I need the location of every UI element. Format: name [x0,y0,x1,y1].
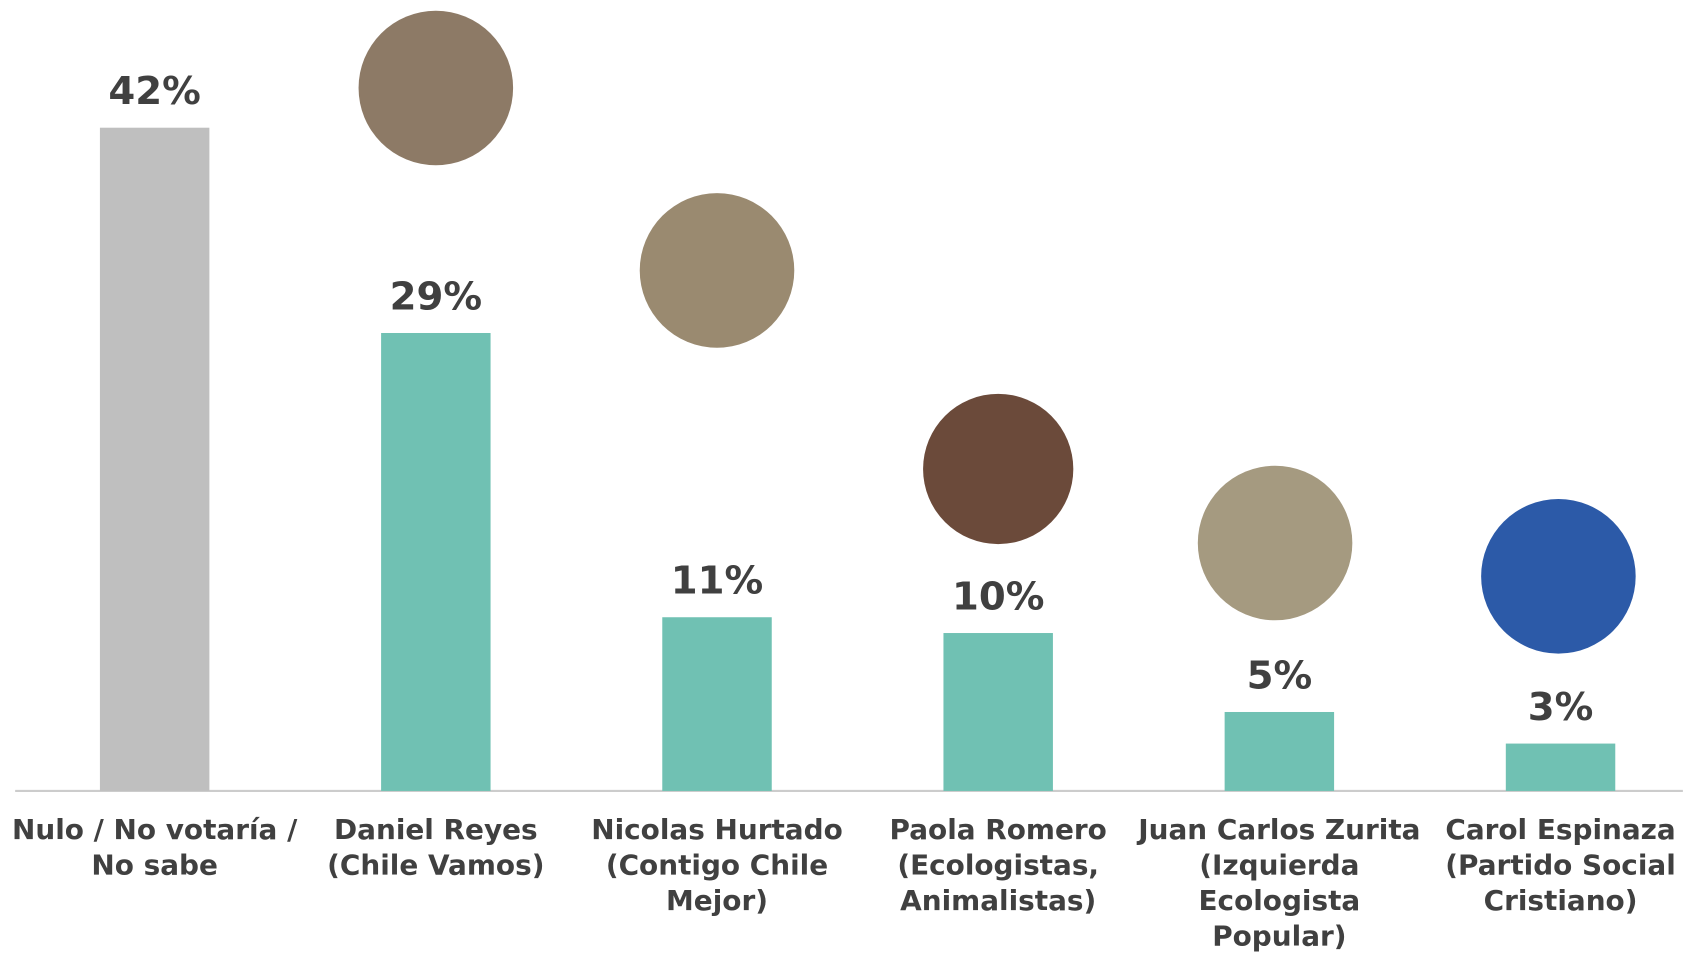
bar [1506,744,1615,791]
category-label: (Partido Social [1445,849,1675,882]
candidate-photo [1481,499,1636,654]
chart: 42% Nulo / No votaría /No sabe 29% Daniel R… [0,0,1683,953]
value-label: 11% [671,559,763,604]
value-label: 10% [952,574,1044,619]
value-label: 3% [1528,685,1594,730]
candidate-photo [359,11,514,166]
photos [359,11,1636,654]
category-label: (Ecologistas, [897,849,1099,882]
category-label: Nulo / No votaría / [12,813,298,846]
candidate-photo [640,193,795,348]
value-label: 42% [108,69,200,114]
category-label: Mejor) [666,884,768,917]
bar [943,633,1052,791]
page: 42% Nulo / No votaría /No sabe 29% Daniel R… [0,0,1683,953]
category-label: Popular) [1212,919,1346,952]
category-label: Juan Carlos Zurita [1136,813,1420,846]
bar [1225,712,1334,791]
category-label: (Chile Vamos) [327,849,544,882]
category-label: (Contigo Chile [606,849,828,882]
bar [100,128,209,791]
bar [381,333,490,791]
value-label: 29% [390,274,482,319]
category-label: Carol Espinaza [1445,813,1675,846]
candidate-photo [923,394,1073,544]
bar [662,617,771,791]
category-label: Animalistas) [900,884,1096,917]
category-label: Paola Romero [890,813,1107,846]
category-label: No sabe [91,849,218,882]
category-label: (Izquierda [1199,849,1359,882]
category-label: Nicolas Hurtado [591,813,843,846]
category-label: Cristiano) [1484,884,1638,917]
candidate-photo [1198,466,1353,621]
value-label: 5% [1247,653,1313,698]
category-label: Daniel Reyes [334,813,538,846]
category-label: Ecologista [1198,884,1360,917]
